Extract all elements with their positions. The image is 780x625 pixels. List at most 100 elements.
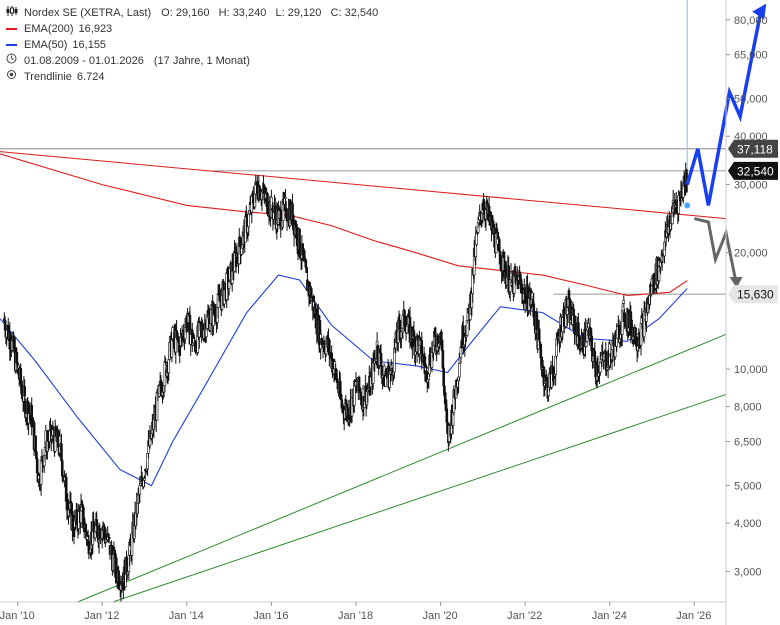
candle-body bbox=[405, 325, 409, 334]
price-tag-32540: 32,540 bbox=[728, 161, 778, 180]
price-tag-bg bbox=[728, 139, 778, 158]
candle-body bbox=[34, 435, 37, 453]
cursor-dot bbox=[684, 202, 691, 209]
candle-body bbox=[60, 443, 63, 462]
trend-lines bbox=[0, 151, 727, 603]
ohlc-values: O: 29,160 H: 33,240 L: 29,120 C: 32,540 bbox=[161, 7, 379, 19]
x-tick-label: Jan '14 bbox=[169, 610, 204, 622]
candle-body bbox=[39, 459, 43, 485]
candle-body bbox=[35, 458, 39, 474]
candle-body bbox=[587, 323, 590, 329]
candle-body bbox=[167, 359, 171, 374]
candle-body bbox=[502, 251, 506, 259]
candle-body bbox=[240, 247, 243, 255]
candle-body bbox=[164, 361, 167, 363]
y-tick-label: 5,000 bbox=[734, 481, 762, 493]
candle-body bbox=[238, 237, 242, 247]
price-tag-text: 37,118 bbox=[737, 142, 773, 156]
chart-legend: Nordex SE (XETRA, Last) O: 29,160 H: 33,… bbox=[6, 5, 378, 85]
candle-body bbox=[247, 213, 250, 227]
candle bbox=[107, 536, 111, 544]
x-tick-label: Jan '18 bbox=[338, 610, 373, 622]
legend-row-instrument: Nordex SE (XETRA, Last) O: 29,160 H: 33,… bbox=[6, 5, 378, 21]
candle bbox=[587, 317, 590, 334]
candle bbox=[284, 188, 287, 211]
candle-body bbox=[16, 362, 19, 366]
candle-body bbox=[138, 485, 142, 495]
candle-body bbox=[107, 537, 111, 540]
trendline-lower bbox=[112, 393, 727, 603]
candle-body bbox=[530, 292, 534, 300]
candle-body bbox=[622, 300, 626, 304]
candle bbox=[23, 379, 26, 403]
y-tick-label: 4,000 bbox=[734, 518, 762, 530]
price-tag-15630: 15,630 bbox=[728, 285, 778, 304]
candle bbox=[460, 338, 463, 349]
candle-body bbox=[291, 214, 295, 222]
candle-body bbox=[599, 361, 602, 373]
candle bbox=[425, 364, 428, 373]
price-tags: 37,118 32,540 15,630 bbox=[728, 139, 778, 304]
candle bbox=[143, 475, 146, 487]
moving-averages bbox=[0, 153, 688, 487]
y-tick-label: 50,000 bbox=[734, 94, 768, 106]
candle-body bbox=[23, 386, 26, 397]
candle bbox=[622, 295, 626, 308]
candle-body bbox=[382, 365, 386, 376]
y-tick-label: 3,000 bbox=[734, 566, 762, 578]
candle-body bbox=[72, 530, 76, 538]
legend-row-period: 01.08.2009 - 01.01.2026 (17 Jahre, 1 Mon… bbox=[6, 53, 378, 69]
y-tick-label: 80,000 bbox=[734, 15, 768, 27]
ema200-label: EMA(200) bbox=[24, 23, 74, 35]
candle-body bbox=[15, 351, 19, 364]
candle bbox=[291, 193, 294, 230]
x-tick-label: Jan '20 bbox=[423, 610, 458, 622]
candle-body bbox=[458, 363, 461, 378]
candle-body bbox=[227, 281, 231, 289]
x-tick-label: Jan '16 bbox=[253, 610, 288, 622]
ema50-value: 16,155 bbox=[72, 39, 107, 51]
forecast-up-arrowhead bbox=[752, 3, 767, 20]
legend-row-ema50: EMA(50) 16,155 bbox=[6, 37, 378, 53]
resistance-line bbox=[0, 151, 727, 220]
x-tick-label: Jan '12 bbox=[84, 610, 119, 622]
candle bbox=[190, 322, 194, 352]
ema200-swatch bbox=[6, 28, 17, 30]
candle-body bbox=[143, 478, 146, 481]
candle-body bbox=[291, 203, 294, 226]
x-tick-label: Jan '10 bbox=[0, 610, 35, 622]
candle-body bbox=[170, 339, 174, 358]
legend-row-ema200: EMA(200) 16,923 bbox=[6, 21, 378, 37]
candle bbox=[279, 200, 283, 238]
candle-body bbox=[535, 312, 539, 331]
candle-body bbox=[79, 503, 83, 523]
x-tick-label: Jan '24 bbox=[592, 610, 627, 622]
price-tag-text: 32,540 bbox=[737, 164, 774, 178]
target-icon bbox=[6, 69, 18, 85]
candle-body bbox=[425, 366, 428, 368]
price-tag-bg bbox=[728, 161, 778, 180]
candle-body bbox=[440, 331, 443, 345]
candle bbox=[530, 290, 534, 308]
y-tick-label: 8,000 bbox=[734, 402, 762, 414]
forecast-arrows bbox=[684, 3, 767, 288]
y-tick-label: 65,000 bbox=[734, 50, 768, 62]
forecast-down-path bbox=[693, 217, 739, 286]
candle-body bbox=[304, 259, 308, 268]
candle-body bbox=[284, 197, 287, 199]
candle bbox=[537, 320, 541, 344]
candle-body bbox=[537, 328, 541, 341]
trendline-label: Trendlinie bbox=[24, 71, 72, 83]
forecast-down-arrowhead bbox=[729, 276, 743, 288]
period-note: (17 Jahre, 1 Monat) bbox=[153, 55, 250, 67]
y-tick-label: 30,000 bbox=[734, 180, 768, 192]
candle-body bbox=[460, 346, 463, 348]
price-tag-37118: 37,118 bbox=[728, 139, 778, 158]
trendline-value: 6.724 bbox=[76, 71, 105, 83]
y-tick-label: 6,500 bbox=[734, 436, 762, 448]
price-tag-bg bbox=[728, 285, 778, 304]
trendline-upper bbox=[77, 333, 727, 603]
price-tag-text: 15,630 bbox=[737, 288, 774, 302]
